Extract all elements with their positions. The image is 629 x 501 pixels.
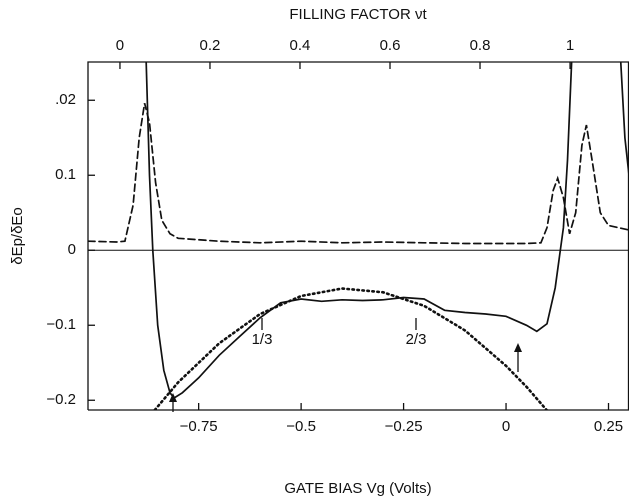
x-tick-label: −0.25 [385,418,423,435]
y-tick-label: 0.1 [55,166,76,183]
top-axis-title: FILLING FACTOR νt [289,6,427,23]
x2-tick-label: 0.6 [380,37,401,54]
plot-area [88,62,629,410]
x2-tick-label: 0 [116,37,124,54]
curve [145,62,629,400]
x-tick-label: −0.5 [286,418,316,435]
y-axis-title: δEp/δEo [9,207,26,265]
x2-tick-label: 1 [566,37,574,54]
x2-tick-label: 0.4 [290,37,311,54]
x-tick-label: 0 [502,418,510,435]
x2-tick-label: 0.2 [200,37,221,54]
arrow [514,343,522,372]
curve [153,287,548,410]
y-tick-label: .02 [55,91,76,108]
annotation: 2/3 [406,331,427,348]
annotation: 1/3 [252,331,273,348]
y-tick-label: 0 [68,241,76,258]
y-tick-label: −0.1 [46,316,76,333]
y-tick-label: −0.2 [46,391,76,408]
x-tick-label: −0.75 [180,418,218,435]
x-axis-title: GATE BIAS Vg (Volts) [284,480,431,497]
x2-tick-label: 0.8 [470,37,491,54]
x-tick-label: 0.25 [594,418,623,435]
curve [88,102,629,245]
plot-frame [87,61,629,411]
